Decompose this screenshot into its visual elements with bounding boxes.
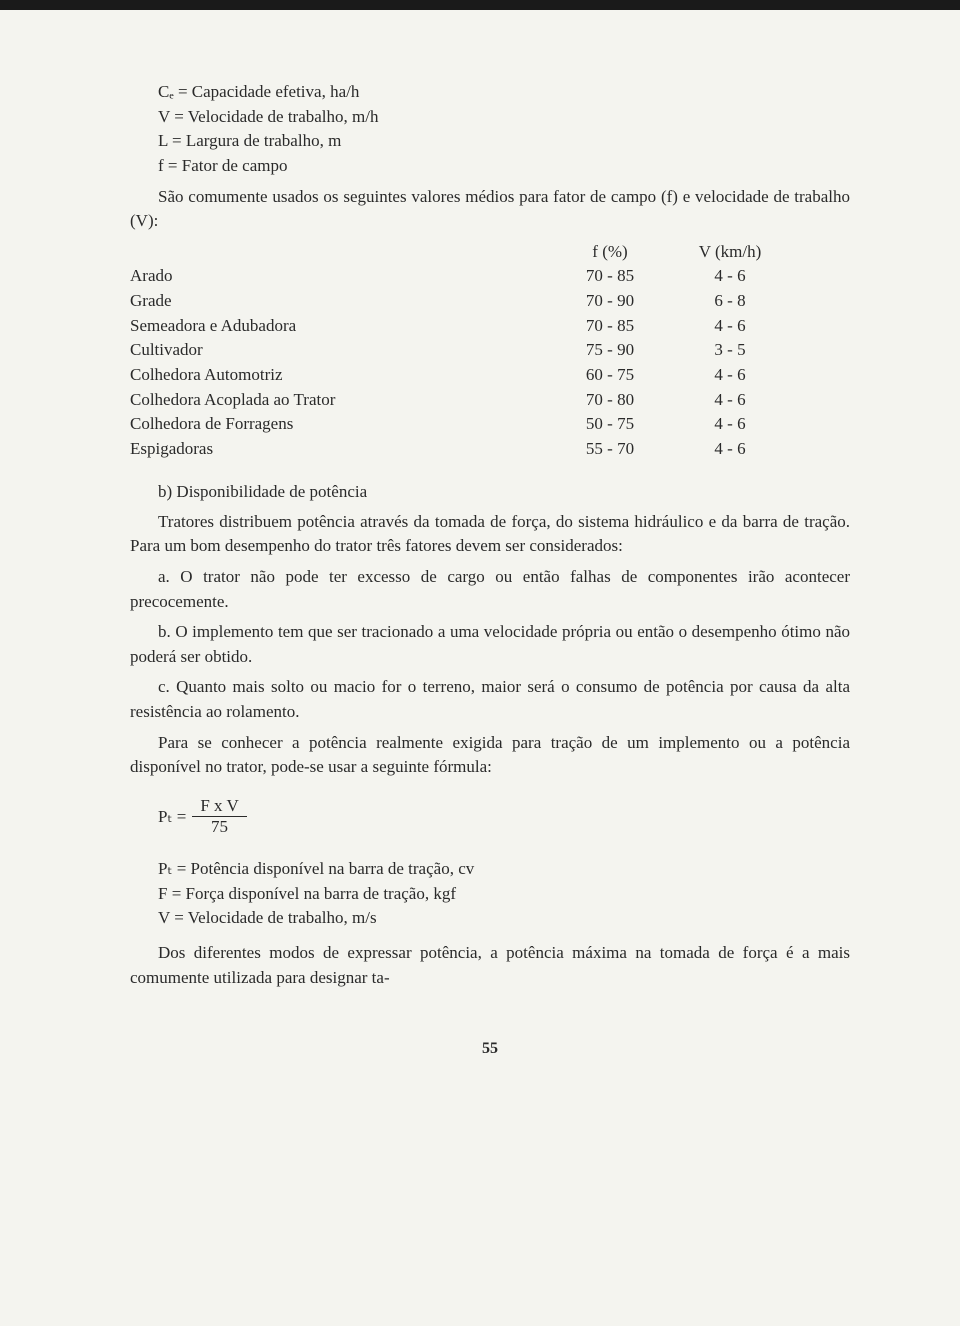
table-cell-v: 4 - 6 (670, 437, 790, 462)
page-content: Cₑ = Capacidade efetiva, ha/h V = Veloci… (0, 0, 960, 1128)
table-cell-f: 50 - 75 (550, 412, 670, 437)
table-cell-f: 70 - 85 (550, 264, 670, 289)
paragraph: Dos diferentes modos de expressar potênc… (130, 941, 850, 990)
table-row: Colhedora Automotriz 60 - 75 4 - 6 (130, 363, 850, 388)
table-cell-v: 4 - 6 (670, 363, 790, 388)
paragraph: Para se conhecer a potência realmente ex… (130, 731, 850, 780)
formula-denominator: 75 (203, 817, 236, 837)
legend-line: F = Força disponível na barra de tração,… (158, 882, 850, 907)
paragraph: Tratores distribuem potência através da … (130, 510, 850, 559)
table-cell-label: Grade (130, 289, 550, 314)
table-cell-f: 70 - 90 (550, 289, 670, 314)
table-cell-f: 60 - 75 (550, 363, 670, 388)
table-row: Semeadora e Adubadora 70 - 85 4 - 6 (130, 314, 850, 339)
table-cell-v: 4 - 6 (670, 264, 790, 289)
table-cell-v: 3 - 5 (670, 338, 790, 363)
section-b-heading: b) Disponibilidade de potência (158, 482, 850, 502)
values-table: f (%) V (km/h) Arado 70 - 85 4 - 6 Grade… (130, 240, 850, 462)
page-number: 55 (130, 1040, 850, 1058)
legend-line: Pₜ = Potência disponível na barra de tra… (158, 857, 850, 882)
table-cell-label: Cultivador (130, 338, 550, 363)
table-header-v: V (km/h) (670, 240, 790, 265)
formula-pt: Pₜ = F x V 75 (158, 796, 850, 837)
table-row: Colhedora de Forragens 50 - 75 4 - 6 (130, 412, 850, 437)
list-item-b: b. O implemento tem que ser tracionado a… (130, 620, 850, 669)
table-cell-v: 4 - 6 (670, 388, 790, 413)
table-cell-f: 55 - 70 (550, 437, 670, 462)
table-cell-v: 6 - 8 (670, 289, 790, 314)
table-cell-label: Colhedora Automotriz (130, 363, 550, 388)
definitions-block: Cₑ = Capacidade efetiva, ha/h V = Veloci… (158, 80, 850, 179)
table-cell-f: 70 - 85 (550, 314, 670, 339)
formula-lhs: Pₜ = (158, 807, 186, 827)
formula-legend: Pₜ = Potência disponível na barra de tra… (158, 857, 850, 931)
table-header-f: f (%) (550, 240, 670, 265)
table-row: Cultivador 75 - 90 3 - 5 (130, 338, 850, 363)
table-cell-f: 70 - 80 (550, 388, 670, 413)
top-border (0, 0, 960, 10)
definition-line: L = Largura de trabalho, m (158, 129, 850, 154)
table-header: f (%) V (km/h) (130, 240, 850, 265)
definition-line: V = Velocidade de trabalho, m/h (158, 105, 850, 130)
list-item-a: a. O trator não pode ter excesso de carg… (130, 565, 850, 614)
legend-line: V = Velocidade de trabalho, m/s (158, 906, 850, 931)
table-cell-label: Espigadoras (130, 437, 550, 462)
table-cell-label: Arado (130, 264, 550, 289)
definition-line: Cₑ = Capacidade efetiva, ha/h (158, 80, 850, 105)
table-cell-f: 75 - 90 (550, 338, 670, 363)
table-row: Arado 70 - 85 4 - 6 (130, 264, 850, 289)
intro-paragraph: São comumente usados os seguintes valore… (130, 185, 850, 234)
list-item-c: c. Quanto mais solto ou macio for o terr… (130, 675, 850, 724)
table-cell-v: 4 - 6 (670, 314, 790, 339)
table-row: Grade 70 - 90 6 - 8 (130, 289, 850, 314)
table-cell-label: Colhedora Acoplada ao Trator (130, 388, 550, 413)
formula-fraction: F x V 75 (192, 796, 246, 837)
table-row: Colhedora Acoplada ao Trator 70 - 80 4 -… (130, 388, 850, 413)
table-cell-label: Colhedora de Forragens (130, 412, 550, 437)
definition-line: f = Fator de campo (158, 154, 850, 179)
table-header-label (130, 240, 550, 265)
table-cell-v: 4 - 6 (670, 412, 790, 437)
table-cell-label: Semeadora e Adubadora (130, 314, 550, 339)
formula-numerator: F x V (192, 796, 246, 817)
table-row: Espigadoras 55 - 70 4 - 6 (130, 437, 850, 462)
